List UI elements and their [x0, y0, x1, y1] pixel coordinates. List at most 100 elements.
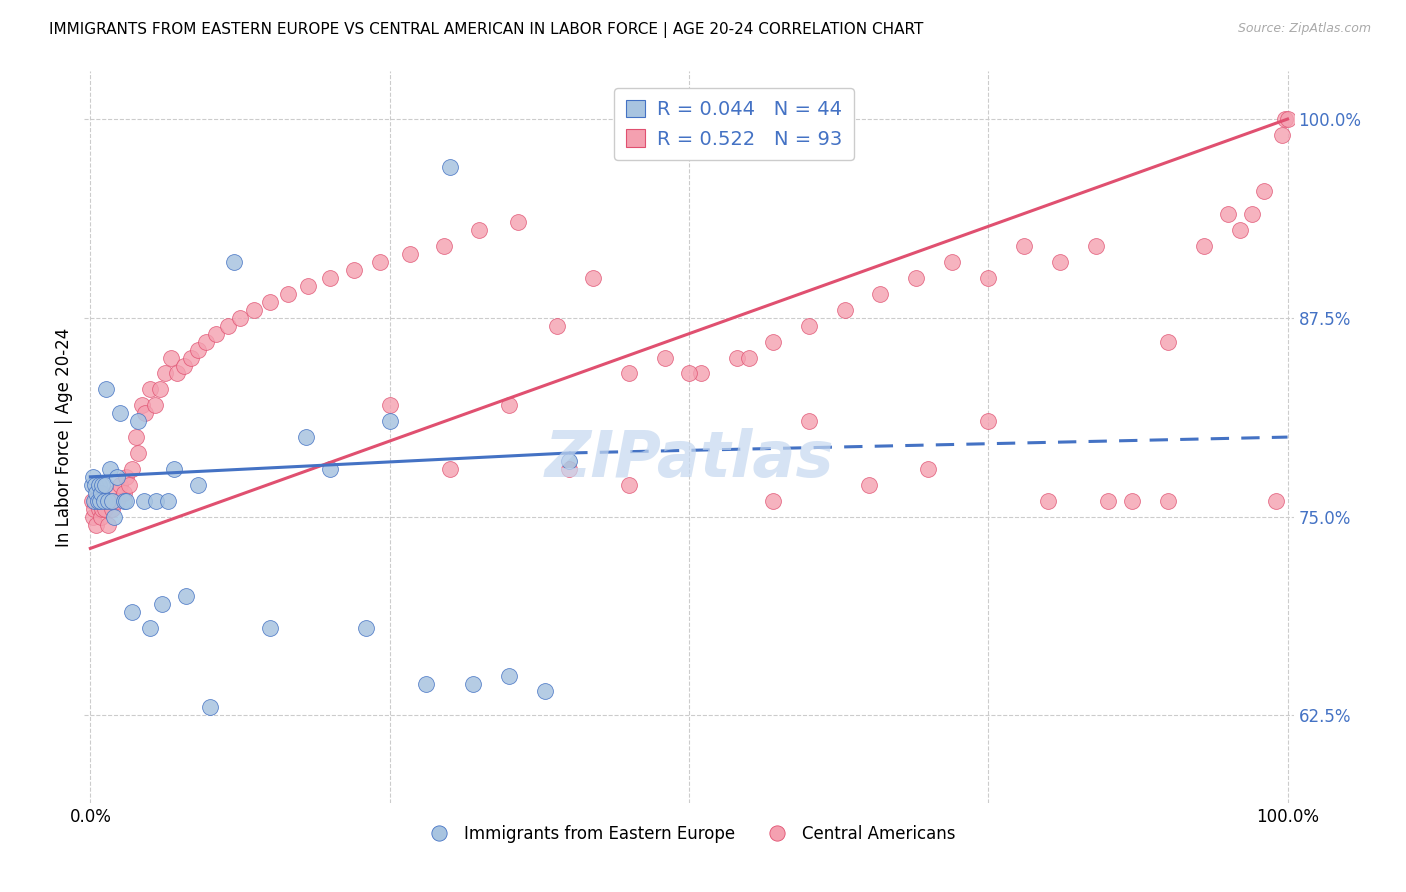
Point	[90, 485, 112, 500]
Point	[1277, 112, 1299, 126]
Text: IMMIGRANTS FROM EASTERN EUROPE VS CENTRAL AMERICAN IN LABOR FORCE | AGE 20-24 CO: IMMIGRANTS FROM EASTERN EUROPE VS CENTRA…	[49, 22, 924, 38]
Point	[89, 485, 111, 500]
Point	[415, 676, 437, 690]
Point	[97, 517, 120, 532]
Point	[259, 621, 281, 635]
Point	[157, 493, 180, 508]
Point	[174, 589, 197, 603]
Point	[82, 470, 104, 484]
Point	[1270, 128, 1292, 142]
Point	[139, 383, 162, 397]
Point	[195, 334, 218, 349]
Point	[617, 367, 640, 381]
Point	[1229, 223, 1251, 237]
Point	[858, 477, 880, 491]
Point	[354, 621, 377, 635]
Point	[93, 501, 115, 516]
Point	[112, 493, 135, 508]
Point	[110, 477, 132, 491]
Point	[173, 359, 195, 373]
Point	[101, 501, 124, 516]
Point	[86, 493, 108, 508]
Point	[87, 501, 110, 516]
Point	[94, 493, 117, 508]
Point	[134, 493, 156, 508]
Legend: Immigrants from Eastern Europe, Central Americans: Immigrants from Eastern Europe, Central …	[416, 818, 962, 849]
Point	[678, 367, 700, 381]
Point	[121, 605, 143, 619]
Point	[121, 462, 143, 476]
Point	[98, 493, 121, 508]
Point	[166, 367, 188, 381]
Point	[762, 334, 785, 349]
Point	[690, 367, 713, 381]
Point	[80, 493, 103, 508]
Point	[498, 398, 520, 412]
Point	[187, 343, 209, 357]
Point	[1121, 493, 1143, 508]
Point	[546, 318, 568, 333]
Point	[150, 597, 173, 611]
Point	[98, 462, 121, 476]
Point	[101, 493, 124, 508]
Point	[145, 493, 167, 508]
Point	[187, 477, 209, 491]
Point	[259, 294, 281, 309]
Point	[378, 414, 401, 428]
Point	[83, 501, 105, 516]
Point	[84, 493, 107, 508]
Point	[295, 430, 318, 444]
Point	[917, 462, 939, 476]
Point	[134, 406, 156, 420]
Point	[91, 501, 114, 516]
Point	[617, 477, 640, 491]
Point	[115, 493, 138, 508]
Point	[654, 351, 676, 365]
Point	[1264, 493, 1286, 508]
Point	[1036, 493, 1059, 508]
Point	[91, 477, 114, 491]
Point	[86, 517, 108, 532]
Point	[125, 430, 148, 444]
Point	[115, 470, 138, 484]
Point	[149, 383, 172, 397]
Point	[86, 485, 108, 500]
Point	[80, 477, 103, 491]
Point	[941, 255, 963, 269]
Point	[110, 406, 132, 420]
Point	[93, 477, 115, 491]
Point	[139, 621, 162, 635]
Point	[143, 398, 166, 412]
Point	[93, 493, 115, 508]
Point	[90, 509, 112, 524]
Point	[97, 493, 120, 508]
Point	[797, 414, 820, 428]
Point	[319, 462, 342, 476]
Point	[1274, 112, 1296, 126]
Point	[762, 493, 785, 508]
Point	[1049, 255, 1071, 269]
Point	[84, 477, 107, 491]
Point	[243, 302, 266, 317]
Point	[89, 493, 111, 508]
Point	[399, 247, 422, 261]
Point	[797, 318, 820, 333]
Point	[439, 462, 461, 476]
Point	[103, 509, 125, 524]
Point	[222, 255, 245, 269]
Point	[229, 310, 252, 325]
Point	[558, 454, 581, 468]
Point	[977, 414, 1000, 428]
Point	[1240, 207, 1263, 221]
Point	[127, 446, 149, 460]
Point	[277, 287, 299, 301]
Point	[558, 462, 581, 476]
Point	[86, 493, 108, 508]
Point	[1216, 207, 1239, 221]
Point	[506, 215, 529, 229]
Point	[118, 477, 141, 491]
Point	[463, 676, 485, 690]
Point	[1157, 334, 1180, 349]
Point	[582, 271, 605, 285]
Point	[1085, 239, 1108, 253]
